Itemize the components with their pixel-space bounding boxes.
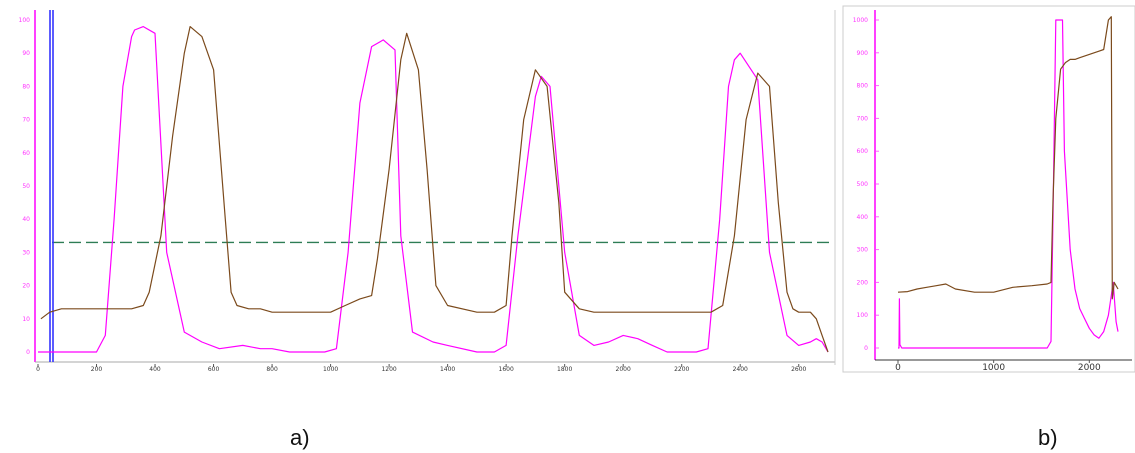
x-tick-label: 1800 xyxy=(557,366,572,373)
x-tick-label: 1200 xyxy=(381,366,396,373)
y-tick-label: 30 xyxy=(22,249,30,256)
y-tick-label: 10 xyxy=(22,316,30,323)
y-tick-label: 60 xyxy=(22,150,30,157)
x-tick-label: 2600 xyxy=(791,366,806,373)
series-line-magenta xyxy=(898,19,1119,349)
x-tick-label: 1400 xyxy=(440,366,455,373)
chart-panel-b: 0 100 200 300 400 500 600 700 800 900 1000 0 1000 20… xyxy=(842,5,1135,373)
y-tick-label: 700 xyxy=(857,115,869,122)
series-line-magenta xyxy=(38,26,829,353)
x-tick-label: 800 xyxy=(266,366,278,373)
x-tick-label: 2000 xyxy=(1078,363,1101,373)
series-line-brown xyxy=(897,16,1119,300)
y-tick-label: 20 xyxy=(22,283,30,290)
series-line-brown xyxy=(40,26,829,353)
y-tick-label: 300 xyxy=(857,247,869,254)
y-tick-label: 90 xyxy=(22,50,30,57)
x-tick-label: 200 xyxy=(91,366,103,373)
y-tick-label: 900 xyxy=(857,50,869,57)
y-tick-label: 40 xyxy=(22,216,30,223)
y-tick-label: 500 xyxy=(857,181,869,188)
y-tick-label: 600 xyxy=(857,148,869,155)
y-tick-label: 800 xyxy=(857,83,869,90)
y-tick-label: 0 xyxy=(26,349,30,356)
x-tick-label: 1000 xyxy=(982,363,1005,373)
y-tick-label: 70 xyxy=(22,117,30,124)
x-tick-label: 1000 xyxy=(323,366,338,373)
x-tick-label: 2200 xyxy=(674,366,689,373)
y-tick-label: 1000 xyxy=(853,17,868,24)
y-tick-label: 100 xyxy=(19,17,31,24)
y-tick-label: 100 xyxy=(857,312,869,319)
x-tick-label: 2000 xyxy=(616,366,631,373)
caption-b: b) xyxy=(1038,425,1058,450)
y-tick-label: 50 xyxy=(22,183,30,190)
x-tick-label: 0 xyxy=(36,366,40,373)
x-tick-label: 0 xyxy=(895,363,901,373)
panel-b-frame xyxy=(842,5,1135,373)
caption-a: a) xyxy=(290,425,310,450)
x-tick-label: 2400 xyxy=(733,366,748,373)
y-tick-label: 200 xyxy=(857,279,869,286)
x-tick-label: 1600 xyxy=(499,366,514,373)
x-tick-label: 400 xyxy=(149,366,161,373)
chart-panel-a: 0 10 20 30 40 50 60 70 80 90 100 0 200 400 600 800 1000… xyxy=(19,10,836,373)
y-tick-label: 0 xyxy=(864,345,868,352)
x-tick-label: 600 xyxy=(208,366,220,373)
y-tick-label: 400 xyxy=(857,214,869,221)
y-tick-label: 80 xyxy=(22,83,30,90)
